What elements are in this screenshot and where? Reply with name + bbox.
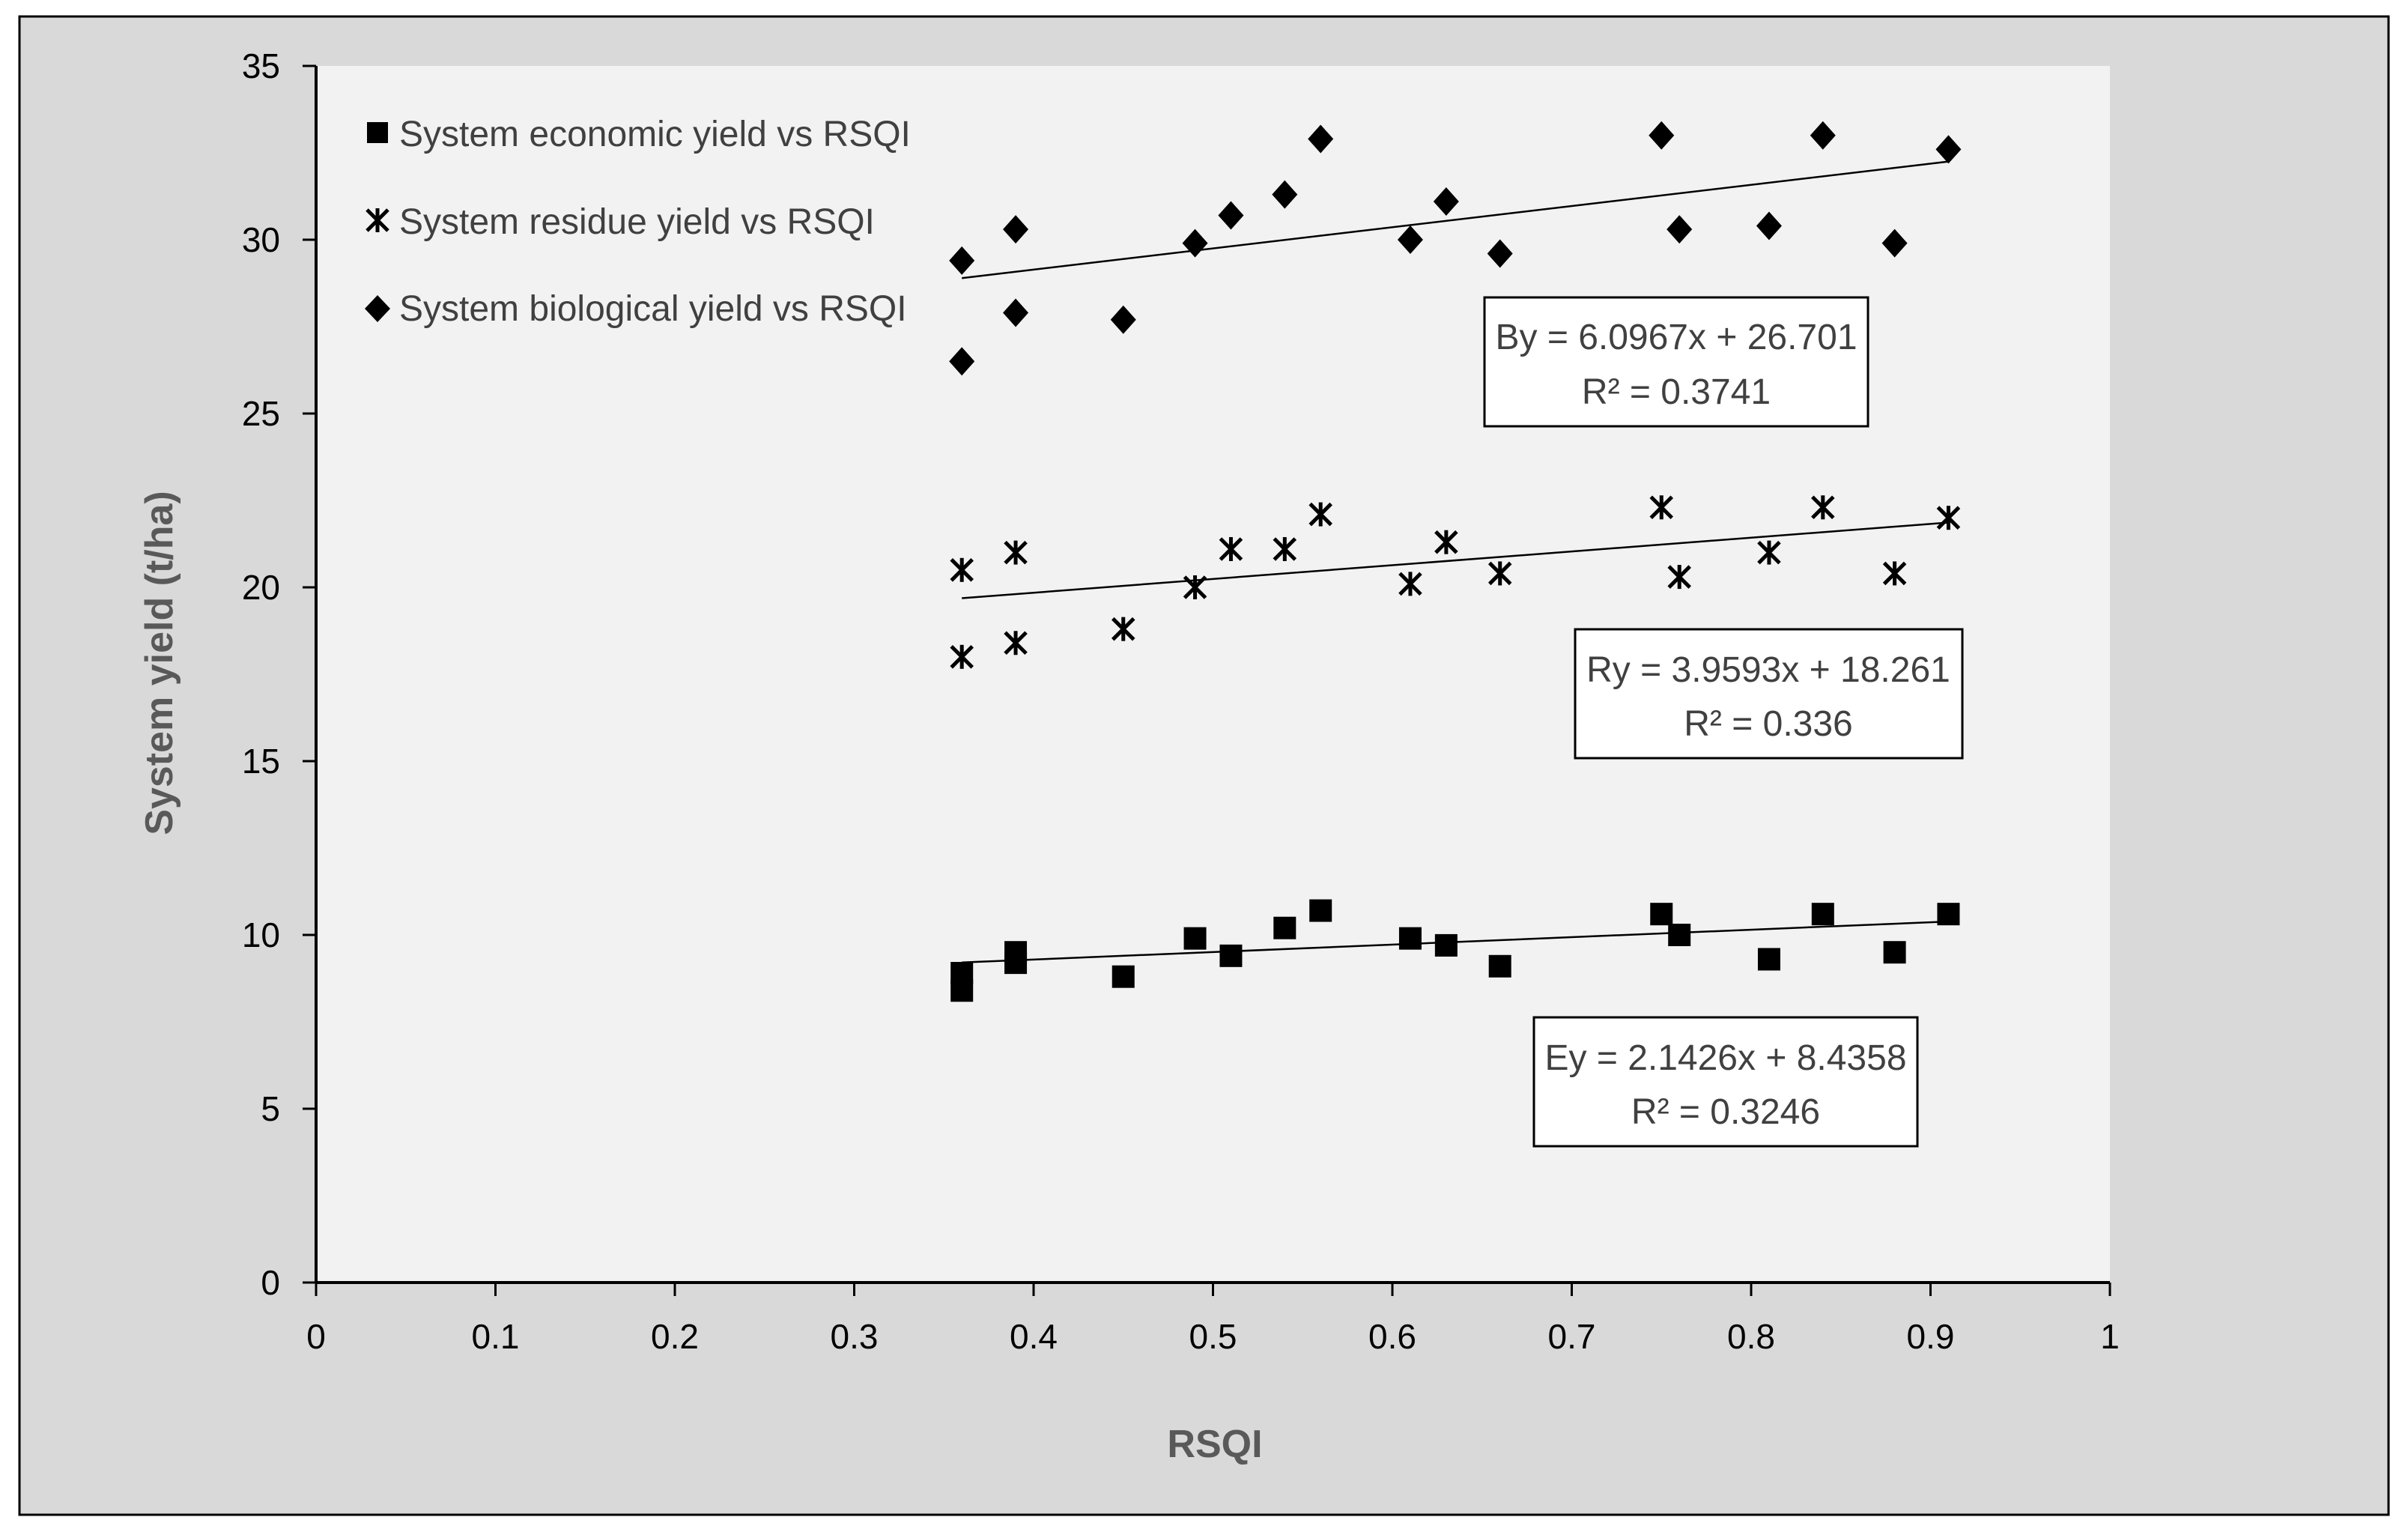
point-economic [1757, 948, 1780, 971]
x-tick-label: 0 [306, 1317, 326, 1356]
point-economic [1273, 916, 1297, 939]
x-tick-label: 1 [2100, 1317, 2120, 1356]
point-economic [1811, 903, 1834, 926]
legend-label-economic: System economic yield vs RSQI [399, 115, 911, 154]
y-tick-label: 25 [242, 394, 280, 433]
legend-marker-biological [365, 295, 390, 322]
x-tick-label: 0.9 [1907, 1317, 1955, 1356]
equation-residue: Ry = 3.9593x + 18.261 [1586, 650, 1950, 690]
point-residue [1811, 495, 1835, 520]
point-biological [1308, 124, 1334, 154]
point-residue [1111, 617, 1135, 641]
equation-box-residue: Ry = 3.9593x + 18.261 R² = 0.336 [1574, 628, 1964, 760]
x-tick-label: 0.7 [1548, 1317, 1596, 1356]
r-squared-economic: R² = 0.3246 [1631, 1092, 1820, 1132]
point-biological [1756, 211, 1782, 240]
x-tick-label: 0.5 [1189, 1317, 1237, 1356]
point-biological [1881, 228, 1908, 258]
point-economic [1488, 954, 1511, 978]
x-tick-label: 0.6 [1368, 1317, 1416, 1356]
data-points [949, 121, 1962, 1002]
point-biological [1218, 201, 1244, 230]
point-economic [1219, 944, 1243, 967]
point-economic [1183, 927, 1207, 950]
axes: 0 0.1 0.2 0.3 0.4 0.5 0.6 0.7 0.8 0.9 105101520253… [242, 46, 2120, 1356]
x-tick-label: 0.1 [472, 1317, 520, 1356]
point-residue [1882, 561, 1907, 586]
y-tick-label: 30 [242, 220, 280, 259]
point-residue [1434, 530, 1458, 554]
point-biological [1649, 121, 1675, 150]
point-biological [1487, 239, 1513, 268]
point-biological [1935, 135, 1962, 164]
point-biological [1003, 298, 1029, 327]
point-residue [950, 644, 974, 669]
point-biological [1810, 121, 1836, 150]
point-economic [1650, 903, 1673, 926]
equation-box-biological: By = 6.0967x + 26.701 R² = 0.3741 [1483, 296, 1869, 428]
point-residue [1667, 565, 1691, 590]
point-biological [1397, 225, 1423, 254]
legend: System economic yield vs RSQI System res… [365, 115, 911, 329]
point-residue [1308, 502, 1332, 527]
y-axis-title: System yield (t/ha) [138, 491, 181, 835]
trendline-biological [962, 160, 1949, 279]
point-residue [1649, 495, 1674, 520]
y-tick-label: 15 [242, 742, 280, 781]
point-economic [950, 979, 974, 1002]
equation-biological: By = 6.0967x + 26.701 [1495, 318, 1857, 357]
point-economic [1111, 965, 1135, 988]
equation-box-economic: Ey = 2.1426x + 8.4358 R² = 0.3246 [1532, 1016, 1919, 1148]
point-residue [1219, 536, 1243, 561]
point-residue [950, 557, 974, 582]
legend-marker-economic [367, 122, 388, 143]
point-biological [949, 347, 975, 376]
y-tick-label: 20 [242, 568, 280, 607]
point-economic [1309, 899, 1332, 922]
point-economic [1668, 924, 1691, 946]
x-axis-title: RSQI [1167, 1423, 1262, 1466]
y-tick-label: 5 [261, 1089, 280, 1128]
point-residue [1936, 506, 1961, 530]
point-residue [1004, 631, 1028, 656]
x-tick-label: 0.2 [651, 1317, 699, 1356]
legend-label-residue: System residue yield vs RSQI [399, 202, 875, 242]
x-tick-label: 0.4 [1010, 1317, 1058, 1356]
trendline-residue [962, 521, 1949, 599]
point-economic [1883, 941, 1906, 964]
point-residue [1398, 572, 1422, 596]
legend-marker-residue [366, 208, 389, 232]
x-tick-label: 0.3 [831, 1317, 879, 1356]
y-tick-label: 10 [242, 915, 280, 954]
point-biological [1272, 180, 1298, 209]
point-residue [1004, 540, 1028, 565]
legend-label-biological: System biological yield vs RSQI [399, 289, 907, 329]
point-residue [1183, 575, 1207, 599]
r-squared-biological: R² = 0.3741 [1582, 372, 1771, 412]
point-economic [1004, 951, 1028, 975]
equation-economic: Ey = 2.1426x + 8.4358 [1544, 1038, 1906, 1078]
y-tick-label: 35 [242, 46, 280, 85]
x-tick-label: 0.8 [1727, 1317, 1775, 1356]
y-tick-label: 0 [261, 1263, 280, 1302]
point-biological [949, 246, 975, 275]
point-residue [1273, 536, 1297, 561]
point-biological [1667, 215, 1693, 244]
point-economic [1937, 903, 1960, 926]
point-biological [1182, 228, 1208, 258]
point-economic [1434, 933, 1458, 957]
r-squared-residue: R² = 0.336 [1684, 704, 1852, 744]
point-biological [1003, 215, 1029, 244]
point-residue [1757, 540, 1781, 565]
point-biological [1110, 305, 1136, 334]
point-biological [1433, 187, 1459, 216]
point-residue [1487, 561, 1512, 586]
point-economic [1398, 927, 1422, 950]
